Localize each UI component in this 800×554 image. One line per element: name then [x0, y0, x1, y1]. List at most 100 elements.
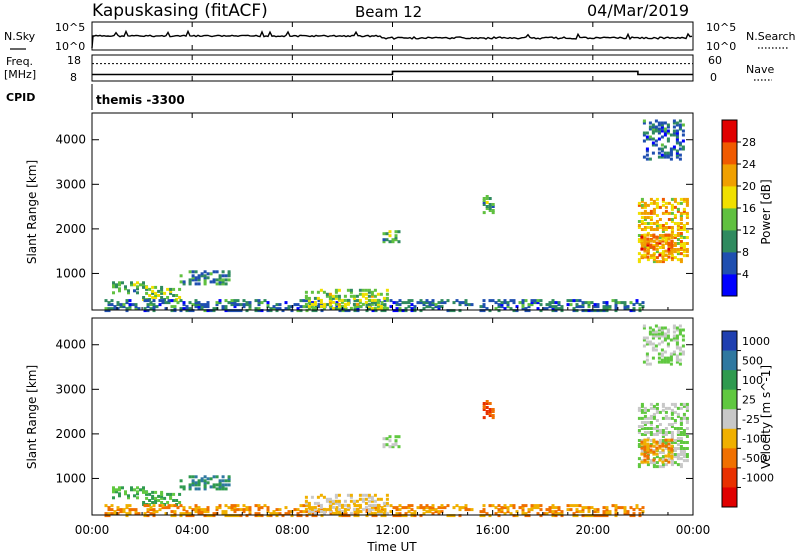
power-cell — [673, 199, 677, 203]
velocity-cell — [685, 419, 689, 422]
velocity-cell — [245, 514, 249, 518]
velocity-cell — [224, 483, 228, 487]
power-cell — [236, 299, 240, 303]
power-cell — [319, 304, 323, 308]
power-cell — [649, 239, 653, 243]
velocity-cell — [626, 510, 630, 514]
power-cell — [679, 218, 683, 221]
power-cell — [682, 211, 686, 215]
power-cell — [654, 139, 658, 143]
velocity-cell — [663, 358, 667, 362]
power-cell — [349, 294, 353, 298]
velocity-cell — [328, 507, 332, 511]
velocity-cell — [676, 443, 680, 446]
power-cell — [640, 246, 644, 249]
velocity-cell — [661, 465, 665, 469]
velocity-cell — [137, 512, 141, 516]
velocity-cell — [142, 490, 146, 494]
velocity-cell — [670, 441, 674, 444]
velocity-cell — [682, 433, 686, 436]
velocity-cell — [401, 514, 405, 518]
velocity-cell — [113, 512, 117, 516]
velocity-cell — [209, 477, 213, 481]
power-cell — [661, 226, 665, 229]
power-cell — [437, 305, 441, 309]
velocity-cell — [398, 504, 402, 508]
velocity-cell — [642, 326, 646, 330]
power-cell — [661, 236, 665, 239]
velocity-cell — [370, 505, 374, 509]
velocity-cell — [191, 481, 195, 485]
power-cell — [676, 201, 680, 205]
velocity-cell — [151, 501, 155, 504]
power-cell — [681, 139, 685, 143]
power-cell — [233, 303, 237, 307]
power-cell — [655, 214, 659, 217]
nsky-panel: N.Sky 10^5 10^0 10^5 10^0 N.Search — [4, 21, 796, 53]
velocity-cell — [539, 508, 543, 512]
power-cell — [587, 309, 591, 313]
power-cell — [311, 309, 315, 313]
power-cell — [530, 301, 534, 305]
velocity-cell — [679, 431, 683, 434]
velocity-cell — [313, 507, 317, 511]
velocity-cell — [379, 511, 383, 515]
velocity-cell — [464, 504, 468, 508]
power-cell — [670, 218, 674, 221]
power-cell — [672, 145, 676, 149]
power-cell — [655, 197, 659, 201]
power-cell — [676, 242, 680, 245]
velocity-cell — [149, 512, 153, 516]
velocity-cell — [236, 504, 240, 508]
power-cell — [221, 307, 225, 311]
velocity-cell — [646, 438, 650, 442]
power-cell — [248, 301, 252, 305]
power-cell — [670, 245, 674, 249]
power-cell — [158, 303, 162, 307]
power-cell — [623, 307, 627, 311]
power-cell — [670, 243, 674, 247]
power-cell — [560, 309, 564, 313]
velocity-cell — [602, 510, 606, 514]
power-cell — [263, 299, 267, 303]
velocity-cell — [685, 416, 689, 420]
xtick-label: 16:00 — [475, 523, 510, 537]
power-cell — [664, 236, 668, 239]
velocity-cell — [682, 404, 686, 408]
velocity-cell — [218, 483, 222, 487]
power-cell — [643, 205, 647, 209]
power-cell — [596, 305, 600, 309]
velocity-cell — [675, 336, 679, 340]
velocity-cell — [681, 350, 685, 354]
power-cell — [652, 201, 656, 205]
power-cell — [419, 309, 423, 313]
power-cell — [658, 236, 662, 239]
velocity-cell — [652, 463, 656, 467]
power-cell — [310, 302, 314, 306]
velocity-cell — [257, 506, 261, 510]
velocity-cell — [191, 475, 195, 479]
velocity-cell — [182, 508, 186, 512]
velocity-cell — [161, 504, 165, 508]
velocity-cell — [667, 416, 671, 420]
power-cell — [666, 155, 670, 159]
power-cell — [679, 232, 683, 235]
power-cell — [134, 307, 138, 311]
velocity-cell — [310, 507, 314, 511]
velocity-cell — [663, 350, 667, 354]
velocity-cell — [524, 504, 528, 508]
freq-trace — [92, 70, 693, 76]
power-cell — [658, 260, 662, 264]
power-cell — [661, 211, 665, 215]
velocity-colorbar-swatch — [722, 409, 737, 430]
power-cell — [673, 197, 677, 201]
velocity-cell — [380, 508, 384, 512]
power-cell — [266, 301, 270, 305]
velocity-cell — [673, 421, 677, 424]
power-cell — [194, 278, 198, 282]
power-cell — [227, 278, 231, 282]
xtick-label: 00:00 — [75, 523, 110, 537]
power-cell — [227, 309, 231, 313]
velocity-cell — [536, 512, 540, 516]
power-cell — [655, 205, 659, 209]
